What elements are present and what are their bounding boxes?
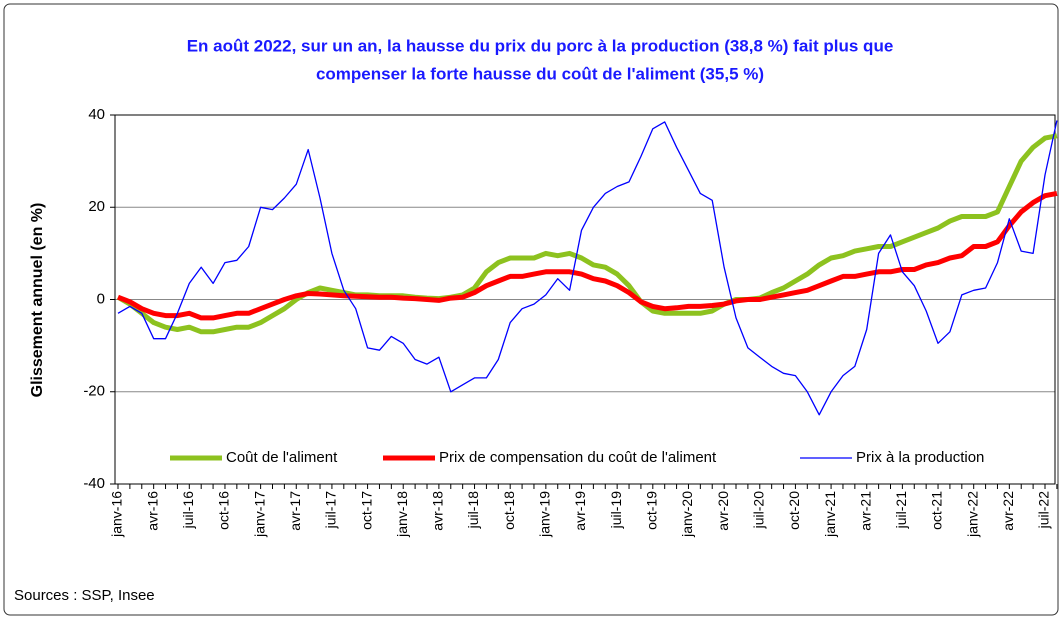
x-tick-label: janv-19 <box>537 491 553 538</box>
x-tick-label: avr-17 <box>287 491 303 531</box>
legend-label: Prix de compensation du coût de l'alimen… <box>439 449 717 466</box>
y-tick-label: 20 <box>88 198 105 215</box>
x-tick-label: oct-19 <box>644 491 660 530</box>
y-tick-label: -40 <box>83 475 105 492</box>
x-tick-label: avr-19 <box>572 491 588 531</box>
y-axis-label: Glissement annuel (en %) <box>29 203 46 398</box>
frame <box>3 3 1059 616</box>
x-tick-label: juil-19 <box>608 491 624 530</box>
y-tick-label: 0 <box>97 290 105 307</box>
x-tick-label: janv-20 <box>679 491 695 538</box>
x-tick-label: janv-18 <box>394 491 410 538</box>
plot-area <box>114 114 1056 485</box>
x-tick-label: juil-17 <box>323 491 339 530</box>
x-tick-label: oct-18 <box>501 491 517 530</box>
x-tick-label: juil-18 <box>465 491 481 530</box>
x-tick-label: oct-21 <box>929 491 945 530</box>
x-tick-label: janv-16 <box>109 491 125 538</box>
x-tick-label: oct-17 <box>358 491 374 530</box>
x-tick-label: avr-20 <box>715 491 731 531</box>
legend-label: Prix à la production <box>856 449 984 466</box>
x-tick-label: juil-21 <box>893 491 909 530</box>
x-tick-label: oct-16 <box>216 491 232 530</box>
series-line <box>117 190 1058 321</box>
chart-title: compenser la forte hausse du coût de l'a… <box>316 64 764 83</box>
x-tick-label: juil-20 <box>750 491 766 530</box>
x-tick-label: janv-17 <box>251 491 267 538</box>
x-tick-label: juil-22 <box>1036 491 1052 530</box>
x-tick-label: avr-18 <box>430 491 446 531</box>
series-line <box>117 120 1058 416</box>
chart-title: En août 2022, sur un an, la hausse du pr… <box>187 36 894 55</box>
x-tick-label: avr-16 <box>144 491 160 531</box>
legend-label: Coût de l'aliment <box>226 449 338 466</box>
x-tick-label: avr-21 <box>857 491 873 531</box>
x-tick-label: juil-16 <box>180 491 196 530</box>
series-line <box>116 133 1058 335</box>
source: Sources : SSP, Insee <box>14 587 155 604</box>
y-tick-label: -20 <box>83 383 105 400</box>
x-tick-label: janv-22 <box>964 491 980 538</box>
x-tick-label: oct-20 <box>786 491 802 530</box>
x-tick-label: janv-21 <box>822 491 838 538</box>
y-tick-label: 40 <box>88 106 105 123</box>
x-tick-label: avr-22 <box>1000 491 1016 531</box>
